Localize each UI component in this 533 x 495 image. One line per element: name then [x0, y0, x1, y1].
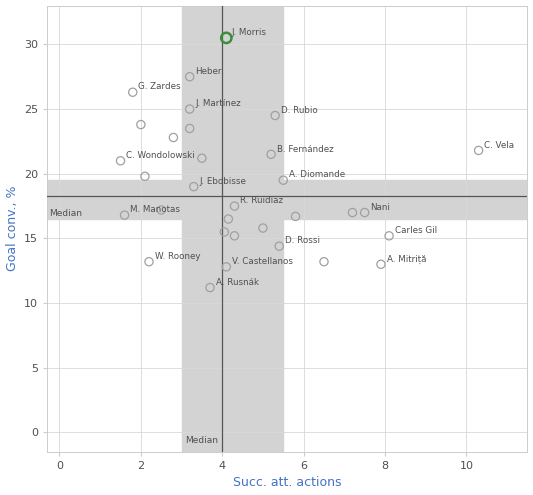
Point — [141, 172, 149, 180]
Point — [291, 212, 300, 220]
Point — [259, 224, 267, 232]
Point — [220, 228, 229, 236]
Point — [145, 258, 154, 266]
Point — [116, 157, 125, 165]
Text: G. Zardes: G. Zardes — [138, 83, 181, 92]
Point — [190, 183, 198, 191]
Point — [185, 73, 194, 81]
Text: Carles Gil: Carles Gil — [394, 226, 437, 235]
Point — [222, 34, 231, 42]
Point — [230, 232, 239, 240]
Point — [320, 258, 328, 266]
Point — [377, 260, 385, 268]
Text: J. Ebobisse: J. Ebobisse — [199, 177, 246, 186]
Text: B. Fernández: B. Fernández — [277, 145, 333, 153]
X-axis label: Succ. att. actions: Succ. att. actions — [233, 477, 342, 490]
Text: C. Vela: C. Vela — [484, 141, 514, 149]
Point — [279, 176, 287, 184]
Text: D. Rubio: D. Rubio — [281, 106, 318, 115]
Point — [206, 284, 214, 292]
Y-axis label: Goal conv., %: Goal conv., % — [5, 186, 19, 271]
Text: Median: Median — [49, 209, 82, 218]
Point — [348, 208, 357, 216]
Point — [120, 211, 129, 219]
Point — [275, 242, 284, 250]
Text: V. Castellanos: V. Castellanos — [232, 257, 293, 266]
Point — [128, 88, 137, 96]
Text: J. Morris: J. Morris — [232, 28, 267, 37]
Text: C. Wondolowski: C. Wondolowski — [126, 151, 195, 160]
Text: R. Ruidíaz: R. Ruidíaz — [240, 197, 283, 205]
Text: Nani: Nani — [370, 203, 390, 212]
Point — [185, 105, 194, 113]
Text: A. Mitriță: A. Mitriță — [386, 254, 426, 264]
Point — [198, 154, 206, 162]
Point — [224, 215, 232, 223]
Point — [169, 134, 177, 142]
Text: Median: Median — [185, 437, 218, 446]
Point — [271, 111, 279, 119]
Text: W. Rooney: W. Rooney — [155, 252, 200, 261]
Point — [267, 150, 276, 158]
Point — [222, 263, 231, 271]
Text: A. Diomande: A. Diomande — [289, 170, 345, 179]
Text: M. Manotas: M. Manotas — [130, 205, 180, 214]
Point — [385, 232, 393, 240]
Text: J. Martínez: J. Martínez — [195, 99, 241, 108]
Point — [157, 206, 165, 214]
Point — [360, 208, 369, 216]
Bar — [182, 5, 283, 452]
Bar — [47, 180, 528, 219]
Point — [136, 121, 145, 129]
Point — [230, 202, 239, 210]
Text: D. Rossi: D. Rossi — [285, 237, 320, 246]
Text: Heber: Heber — [195, 67, 222, 76]
Text: A. Rusnák: A. Rusnák — [215, 278, 259, 287]
Point — [185, 124, 194, 132]
Point — [474, 147, 483, 154]
